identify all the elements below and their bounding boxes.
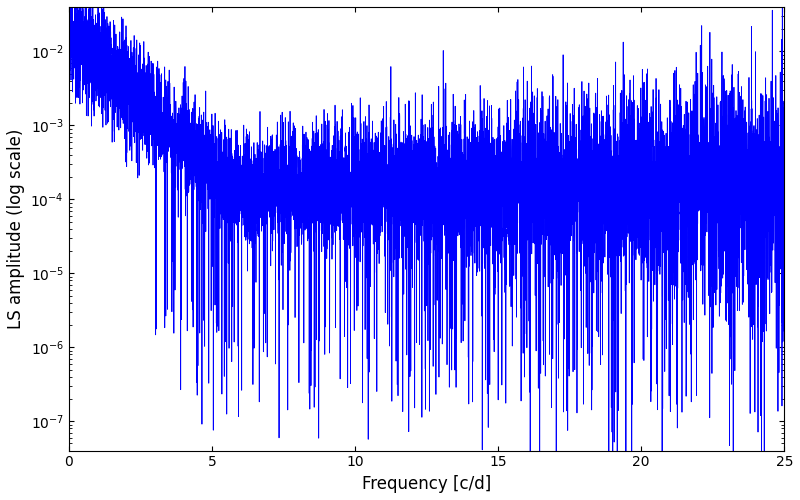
Y-axis label: LS amplitude (log scale): LS amplitude (log scale) [7,128,25,329]
X-axis label: Frequency [c/d]: Frequency [c/d] [362,475,491,493]
